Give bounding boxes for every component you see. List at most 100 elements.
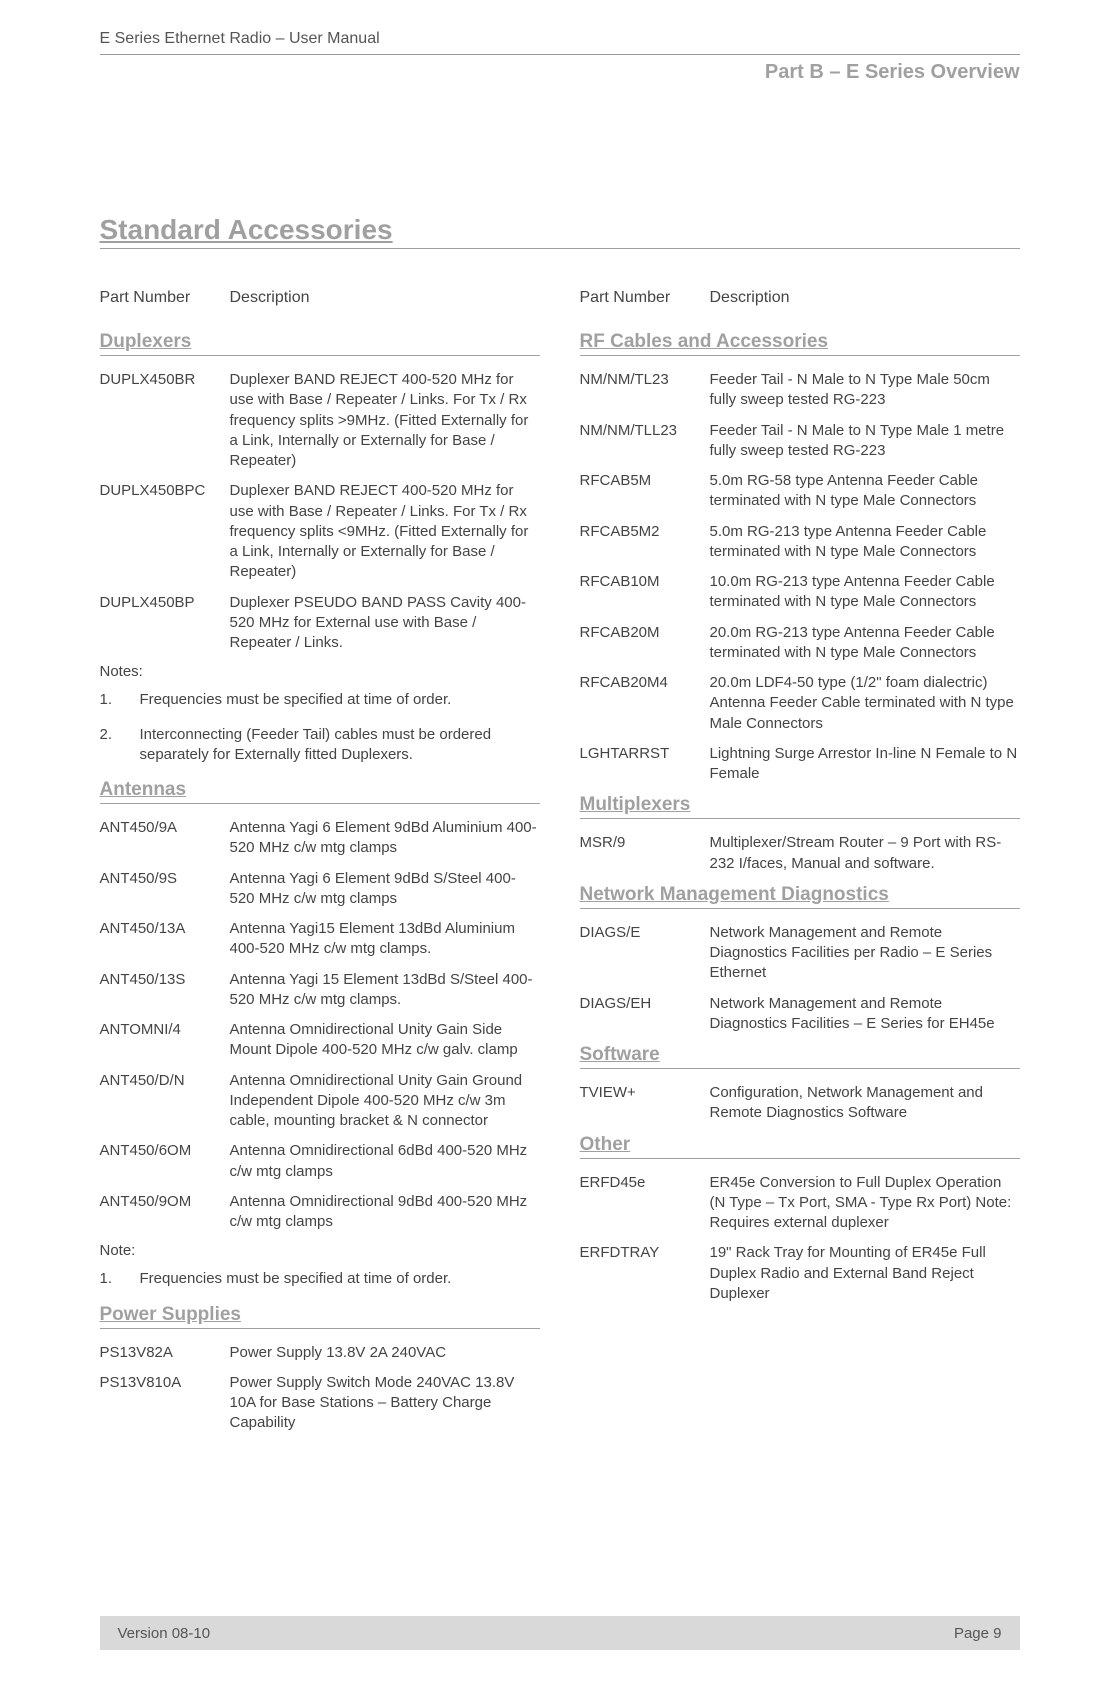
- table-row: NM/NM/TL23Feeder Tail - N Male to N Type…: [580, 370, 1020, 411]
- part-number: RFCAB5M: [580, 471, 710, 512]
- description: Network Management and Remote Diagnostic…: [710, 994, 1020, 1035]
- part-number: ANTOMNI/4: [100, 1020, 230, 1061]
- table-row: ANT450/9AAntenna Yagi 6 Element 9dBd Alu…: [100, 818, 540, 859]
- right-column-header: Part Number Description: [580, 289, 1020, 307]
- table-row: TVIEW+Configuration, Network Management …: [580, 1083, 1020, 1124]
- description: ER45e Conversion to Full Duplex Operatio…: [710, 1173, 1020, 1234]
- table-row: DUPLX450BPCDuplexer BAND REJECT 400-520 …: [100, 481, 540, 582]
- table-row: ANT450/9SAntenna Yagi 6 Element 9dBd S/S…: [100, 869, 540, 910]
- note-text: Interconnecting (Feeder Tail) cables mus…: [140, 725, 540, 766]
- right-column: Part Number Description RF Cables and Ac…: [580, 289, 1020, 1444]
- part-number: ANT450/9S: [100, 869, 230, 910]
- notes-label: Note:: [100, 1242, 540, 1259]
- left-column: Part Number Description Duplexers DUPLX4…: [100, 289, 540, 1444]
- subhead-other: Other: [580, 1134, 1020, 1159]
- part-number: ERFD45e: [580, 1173, 710, 1234]
- note-number: 1.: [100, 1269, 140, 1289]
- page-container: E Series Ethernet Radio – User Manual Pa…: [100, 30, 1020, 1650]
- footer-bar: Version 08-10 Page 9: [100, 1616, 1020, 1650]
- table-row: LGHTARRSTLightning Surge Arrestor In-lin…: [580, 744, 1020, 785]
- subhead-power-supplies: Power Supplies: [100, 1304, 540, 1329]
- part-number: DUPLX450BP: [100, 593, 230, 654]
- description: Power Supply Switch Mode 240VAC 13.8V 10…: [230, 1373, 540, 1434]
- part-number: RFCAB20M4: [580, 673, 710, 734]
- table-row: RFCAB20M20.0m RG-213 type Antenna Feeder…: [580, 623, 1020, 664]
- subhead-software: Software: [580, 1044, 1020, 1069]
- part-number: RFCAB20M: [580, 623, 710, 664]
- subhead-rf-cables: RF Cables and Accessories: [580, 331, 1020, 356]
- part-number: DIAGS/EH: [580, 994, 710, 1035]
- notes-label: Notes:: [100, 663, 540, 680]
- part-number: DIAGS/E: [580, 923, 710, 984]
- description: Duplexer BAND REJECT 400-520 MHz for use…: [230, 481, 540, 582]
- subhead-antennas: Antennas: [100, 779, 540, 804]
- description: Antenna Omnidirectional 6dBd 400-520 MHz…: [230, 1141, 540, 1182]
- description: Multiplexer/Stream Router – 9 Port with …: [710, 833, 1020, 874]
- part-number: RFCAB10M: [580, 572, 710, 613]
- table-row: PS13V810APower Supply Switch Mode 240VAC…: [100, 1373, 540, 1434]
- description: 10.0m RG-213 type Antenna Feeder Cable t…: [710, 572, 1020, 613]
- part-number: DUPLX450BR: [100, 370, 230, 471]
- table-row: RFCAB20M420.0m LDF4-50 type (1/2" foam d…: [580, 673, 1020, 734]
- table-row: ERFDTRAY19" Rack Tray for Mounting of ER…: [580, 1243, 1020, 1304]
- table-row: NM/NM/TLL23Feeder Tail - N Male to N Typ…: [580, 421, 1020, 462]
- part-number: DUPLX450BPC: [100, 481, 230, 582]
- description: Network Management and Remote Diagnostic…: [710, 923, 1020, 984]
- subhead-duplexers: Duplexers: [100, 331, 540, 356]
- footer-version: Version 08-10: [118, 1625, 211, 1642]
- description: Feeder Tail - N Male to N Type Male 50cm…: [710, 370, 1020, 411]
- part-number: LGHTARRST: [580, 744, 710, 785]
- subhead-multiplexers: Multiplexers: [580, 794, 1020, 819]
- col-header-desc: Description: [230, 289, 310, 307]
- table-row: RFCAB5M5.0m RG-58 type Antenna Feeder Ca…: [580, 471, 1020, 512]
- description: Configuration, Network Management and Re…: [710, 1083, 1020, 1124]
- table-row: PS13V82APower Supply 13.8V 2A 240VAC: [100, 1343, 540, 1363]
- note-item: 1.Frequencies must be specified at time …: [100, 1269, 540, 1289]
- table-row: DUPLX450BPDuplexer PSEUDO BAND PASS Cavi…: [100, 593, 540, 654]
- part-number: ANT450/13A: [100, 919, 230, 960]
- part-number: ERFDTRAY: [580, 1243, 710, 1304]
- part-number: ANT450/9OM: [100, 1192, 230, 1233]
- part-number: PS13V810A: [100, 1373, 230, 1434]
- table-row: RFCAB5M25.0m RG-213 type Antenna Feeder …: [580, 522, 1020, 563]
- description: Duplexer BAND REJECT 400-520 MHz for use…: [230, 370, 540, 471]
- part-number: MSR/9: [580, 833, 710, 874]
- part-number: RFCAB5M2: [580, 522, 710, 563]
- doc-title: E Series Ethernet Radio – User Manual: [100, 30, 1020, 55]
- description: Feeder Tail - N Male to N Type Male 1 me…: [710, 421, 1020, 462]
- table-row: ANT450/D/NAntenna Omnidirectional Unity …: [100, 1071, 540, 1132]
- description: 20.0m RG-213 type Antenna Feeder Cable t…: [710, 623, 1020, 664]
- description: Duplexer PSEUDO BAND PASS Cavity 400-520…: [230, 593, 540, 654]
- description: 20.0m LDF4-50 type (1/2" foam dialectric…: [710, 673, 1020, 734]
- table-row: ANT450/13AAntenna Yagi15 Element 13dBd A…: [100, 919, 540, 960]
- table-row: ANT450/6OMAntenna Omnidirectional 6dBd 4…: [100, 1141, 540, 1182]
- part-number: ANT450/6OM: [100, 1141, 230, 1182]
- table-row: ERFD45eER45e Conversion to Full Duplex O…: [580, 1173, 1020, 1234]
- part-number: NM/NM/TL23: [580, 370, 710, 411]
- part-number: NM/NM/TLL23: [580, 421, 710, 462]
- columns-wrapper: Part Number Description Duplexers DUPLX4…: [100, 289, 1020, 1444]
- note-text: Frequencies must be specified at time of…: [140, 1269, 540, 1289]
- table-row: ANT450/9OMAntenna Omnidirectional 9dBd 4…: [100, 1192, 540, 1233]
- note-number: 1.: [100, 690, 140, 710]
- description: Antenna Omnidirectional Unity Gain Side …: [230, 1020, 540, 1061]
- description: Antenna Yagi 6 Element 9dBd S/Steel 400-…: [230, 869, 540, 910]
- table-row: DIAGS/ENetwork Management and Remote Dia…: [580, 923, 1020, 984]
- note-item: 1.Frequencies must be specified at time …: [100, 690, 540, 710]
- note-number: 2.: [100, 725, 140, 766]
- footer-page: Page 9: [954, 1625, 1002, 1642]
- description: 5.0m RG-58 type Antenna Feeder Cable ter…: [710, 471, 1020, 512]
- description: Antenna Omnidirectional Unity Gain Groun…: [230, 1071, 540, 1132]
- note-text: Frequencies must be specified at time of…: [140, 690, 540, 710]
- description: Antenna Yagi15 Element 13dBd Aluminium 4…: [230, 919, 540, 960]
- part-label: Part B – E Series Overview: [100, 61, 1020, 84]
- col-header-desc: Description: [710, 289, 790, 307]
- table-row: RFCAB10M10.0m RG-213 type Antenna Feeder…: [580, 572, 1020, 613]
- description: Antenna Yagi 6 Element 9dBd Aluminium 40…: [230, 818, 540, 859]
- table-row: DIAGS/EHNetwork Management and Remote Di…: [580, 994, 1020, 1035]
- table-row: ANT450/13SAntenna Yagi 15 Element 13dBd …: [100, 970, 540, 1011]
- left-column-header: Part Number Description: [100, 289, 540, 307]
- part-number: TVIEW+: [580, 1083, 710, 1124]
- description: Power Supply 13.8V 2A 240VAC: [230, 1343, 540, 1363]
- part-number: PS13V82A: [100, 1343, 230, 1363]
